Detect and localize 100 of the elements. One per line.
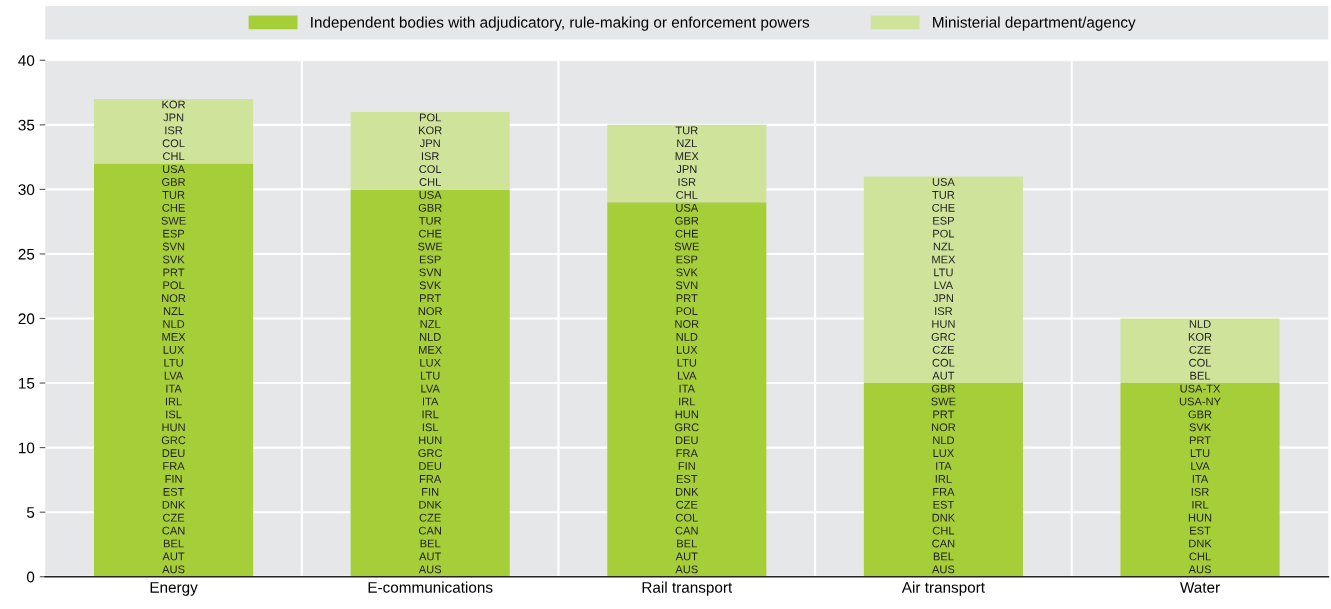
annotation: USA <box>932 178 955 186</box>
annotation: GBR <box>418 203 442 212</box>
annotation: LTU <box>934 268 953 277</box>
annotation: NOR <box>675 320 699 328</box>
annotation: ITA <box>422 397 439 406</box>
annotation: EST <box>163 487 185 496</box>
x-tick-label: Rail transport <box>642 581 733 596</box>
annotation: GBR <box>675 216 699 225</box>
annotation: LVA <box>1191 462 1210 470</box>
annotation: SVK <box>419 281 442 290</box>
bar <box>350 111 510 190</box>
annotation: TUR <box>162 191 185 199</box>
annotation: LVA <box>164 371 184 380</box>
annotation: EST <box>676 475 698 483</box>
annotation: GBR <box>931 384 955 393</box>
bar <box>94 163 254 577</box>
annotation: IRL <box>935 475 952 483</box>
annotation: NLD <box>419 333 441 341</box>
annotation: ISR <box>1191 487 1209 496</box>
bar <box>863 383 1023 577</box>
annotation: DEU <box>419 462 442 470</box>
annotation: NZL <box>677 139 697 148</box>
annotation: USA-NY <box>1179 397 1221 406</box>
annotation: SWE <box>674 242 699 251</box>
annotation: CHE <box>932 203 955 212</box>
annotation: JPN <box>676 165 697 174</box>
annotation: KOR <box>1188 332 1212 341</box>
annotation: ESP <box>163 229 185 238</box>
annotation: NLD <box>1189 320 1211 328</box>
annotation: CAN <box>162 526 185 535</box>
annotation: USA <box>419 190 442 199</box>
annotation: AUT <box>162 552 185 561</box>
annotation: GRC <box>161 436 186 445</box>
annotation: TUR <box>932 191 955 199</box>
annotation: PRT <box>933 410 955 419</box>
annotation: FIN <box>165 475 182 483</box>
annotation: ITA <box>1192 475 1209 483</box>
annotation: GRC <box>418 449 443 458</box>
annotation: CAN <box>932 539 955 548</box>
annotation: BEL <box>677 539 697 548</box>
annotation: SVK <box>676 268 698 277</box>
annotation: TUR <box>675 126 698 135</box>
bar <box>607 202 767 577</box>
annotation: MEX <box>162 333 186 341</box>
annotation: LUX <box>676 346 698 354</box>
annotation: FIN <box>422 488 439 496</box>
y-tick-label: 0 <box>26 571 35 583</box>
annotation: AUS <box>162 565 185 574</box>
annotation: ISR <box>165 126 183 135</box>
legend-label: Ministerial department/agency <box>933 16 1136 31</box>
annotation: CAN <box>419 526 441 535</box>
annotation: JPN <box>163 113 184 122</box>
annotation: NZL <box>163 307 184 315</box>
annotation: COL <box>675 513 698 522</box>
annotation: BEL <box>933 552 954 561</box>
annotation: JPN <box>933 294 953 303</box>
annotation: EST <box>1190 526 1211 535</box>
annotation: KOR <box>419 126 442 135</box>
annotation: POL <box>933 229 955 238</box>
annotation: CZE <box>1189 345 1211 354</box>
annotation: PRT <box>676 294 698 303</box>
annotation: PRT <box>1189 436 1211 445</box>
annotation: GBR <box>1188 410 1212 419</box>
annotation: DNK <box>1189 539 1212 548</box>
annotation: EST <box>933 500 954 509</box>
annotation: DNK <box>932 513 956 522</box>
annotation: ESP <box>676 255 698 264</box>
legend-label: Independent bodies with adjudicatory, rule-making or enforcement powers <box>311 16 810 31</box>
bar <box>1120 318 1280 384</box>
annotation: LVA <box>421 384 440 393</box>
annotation: SVN <box>419 268 441 277</box>
annotation: CHE <box>162 203 185 212</box>
annotation: NLD <box>163 320 185 328</box>
bar <box>863 176 1023 384</box>
annotation: ESP <box>933 216 954 225</box>
y-tick-label: 15 <box>19 378 35 389</box>
annotation: NZL <box>933 242 954 251</box>
annotation: AUT <box>419 552 442 561</box>
bar <box>94 99 254 164</box>
annotation: CZE <box>676 500 698 509</box>
annotation: COL <box>419 165 442 174</box>
annotation: COL <box>1189 358 1212 367</box>
annotation: USA-TX <box>1180 384 1221 393</box>
annotation: DEU <box>162 449 185 458</box>
annotation: USA <box>676 203 699 212</box>
annotation: NOR <box>162 294 186 303</box>
annotation: DNK <box>419 500 442 509</box>
annotation: GBR <box>162 178 186 186</box>
annotation: LTU <box>164 358 183 367</box>
bar <box>607 124 767 203</box>
annotation: USA <box>163 165 185 174</box>
y-tick-label: 40 <box>18 55 35 66</box>
annotation: DNK <box>162 500 186 509</box>
annotation: NLD <box>933 436 954 445</box>
annotation: LUX <box>420 358 441 367</box>
annotation: LTU <box>1190 449 1210 458</box>
x-tick-label: E-communications <box>368 581 493 593</box>
annotation: IRL <box>165 397 182 406</box>
annotation: SVK <box>162 255 185 264</box>
annotation: GRC <box>675 423 699 432</box>
